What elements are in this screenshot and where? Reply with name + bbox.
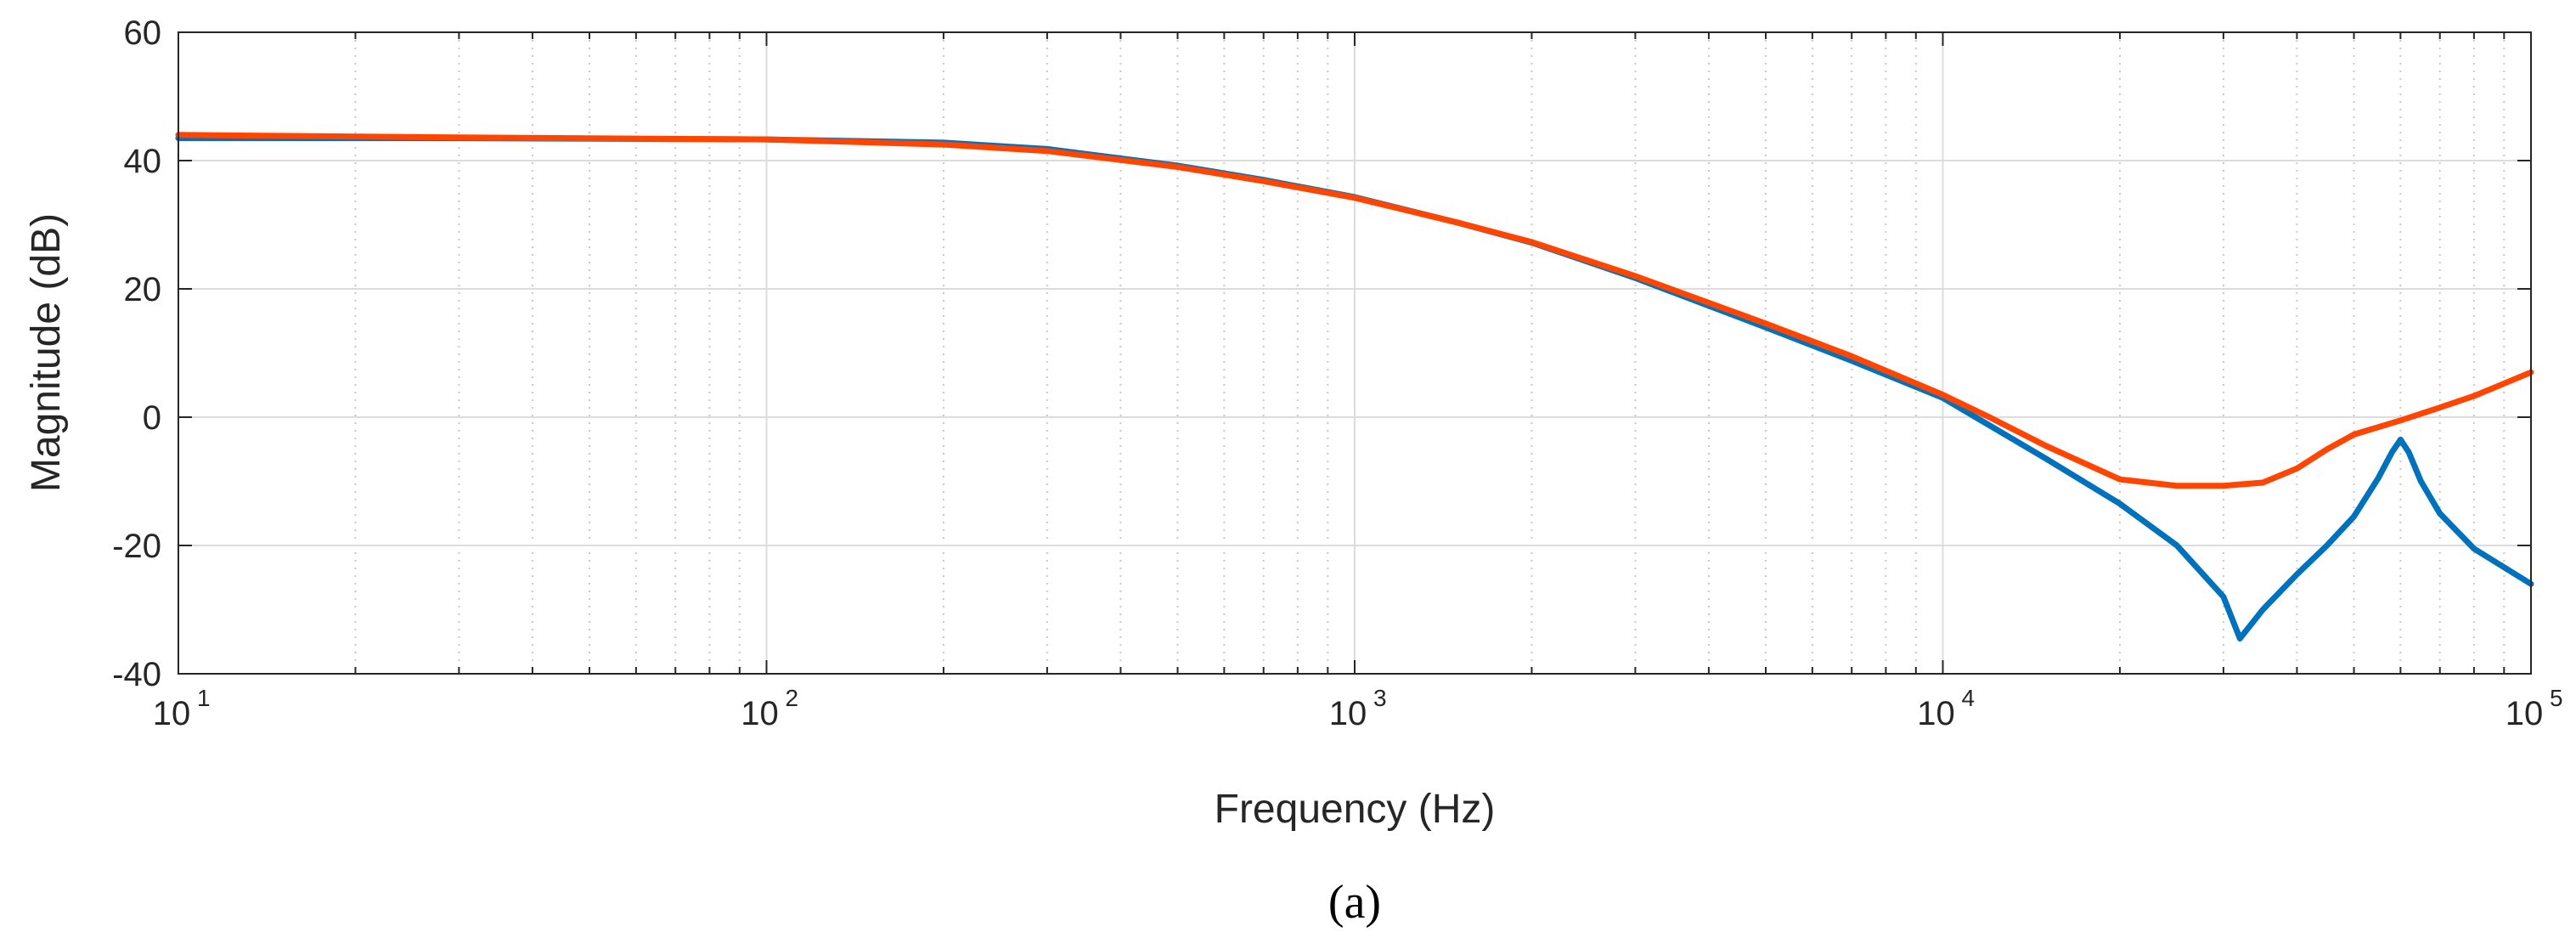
- x-tick-exponent: 3: [1373, 685, 1387, 711]
- x-tick-label: 10: [2506, 695, 2544, 732]
- x-tick-label: 10: [1917, 695, 1955, 732]
- x-tick-exponent: 5: [2550, 685, 2563, 711]
- x-tick-exponent: 1: [197, 685, 211, 711]
- y-tick-label: 20: [124, 271, 162, 308]
- x-tick-label: 10: [1329, 695, 1367, 732]
- y-tick-label: 60: [124, 14, 162, 52]
- y-tick-label: -20: [112, 528, 161, 565]
- tick-marks: [178, 31, 2532, 675]
- panel-label: (a): [1328, 876, 1381, 929]
- y-tick-label: 40: [124, 143, 162, 180]
- series-2-line: [175, 132, 2534, 489]
- series-layer: [175, 132, 2534, 641]
- y-tick-labels: -40 -20 0 20 40 60: [112, 14, 161, 693]
- x-tick-label: 10: [153, 695, 191, 732]
- x-tick-label: 10: [741, 695, 779, 732]
- y-tick-label: 0: [143, 399, 161, 437]
- x-tick-labels: 10 1 10 2 10 3 10 4 10 5: [153, 685, 2563, 732]
- x-axis-label: Frequency (Hz): [1215, 787, 1496, 832]
- x-tick-exponent: 2: [786, 685, 799, 711]
- y-tick-label: -40: [112, 656, 161, 693]
- x-tick-exponent: 4: [1962, 685, 1976, 711]
- y-axis-label: Magnitude (dB): [24, 213, 69, 492]
